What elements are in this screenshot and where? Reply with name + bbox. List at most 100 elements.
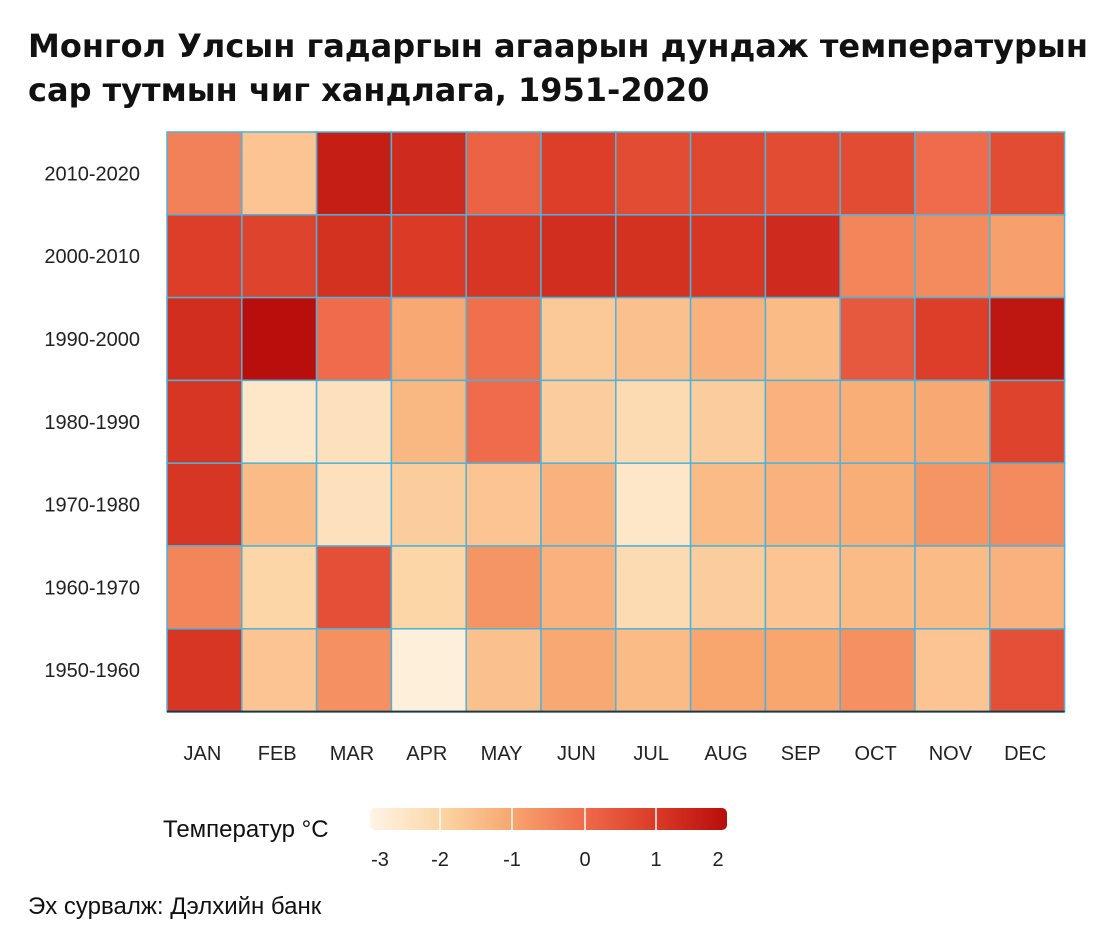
heatmap-cell [839, 628, 916, 713]
heatmap-cell [315, 628, 393, 713]
heatmap-cell [540, 545, 617, 630]
heatmap-cell [241, 545, 318, 630]
legend-tick-label: 1 [650, 849, 661, 871]
legend-tick-label: -3 [371, 849, 389, 871]
heatmap-cell [914, 379, 991, 464]
heatmap-cell [540, 462, 617, 547]
chart-title: Монгол Улсын гадаргын агаарын дундаж тем… [28, 24, 1098, 112]
y-tick-label: 1950-1960 [44, 660, 140, 682]
heatmap-cell [839, 545, 916, 630]
heatmap-cell [315, 296, 393, 382]
heatmap-cell [465, 379, 542, 464]
heatmap-cell [839, 131, 916, 216]
heatmap-cell [914, 545, 991, 630]
heatmap-cell [615, 545, 692, 630]
heatmap-cell [390, 628, 467, 713]
heatmap-cell [689, 379, 767, 464]
heatmap-cell [390, 462, 467, 547]
heatmap-cell [914, 628, 991, 713]
heatmap-cell [390, 379, 467, 464]
y-tick-label: 1990-2000 [44, 329, 140, 351]
heatmap-cell [615, 214, 692, 299]
heatmap-cell [689, 545, 767, 630]
color-legend: Температур °C -3 -2 -1 0 1 2 [163, 808, 727, 871]
x-tick-label: AUG [704, 743, 747, 765]
y-tick-label: 1960-1970 [44, 577, 140, 599]
heatmap-cell [390, 545, 467, 630]
heatmap-cells [166, 131, 1066, 713]
legend-tick-label: 0 [579, 849, 590, 871]
heatmap-cell [839, 379, 916, 464]
heatmap-cell [989, 628, 1066, 713]
heatmap-cell [241, 462, 318, 547]
heatmap-cell [989, 462, 1066, 547]
heatmap-cell [241, 131, 318, 216]
heatmap-cell [540, 296, 617, 382]
y-tick-label: 1970-1980 [44, 495, 140, 517]
x-tick-label: NOV [929, 743, 973, 765]
x-tick-label: SEP [781, 743, 821, 765]
x-tick-label: MAY [481, 743, 523, 765]
x-tick-label: MAR [330, 743, 374, 765]
heatmap-cell [166, 131, 243, 216]
legend-tick-label: -2 [431, 849, 449, 871]
heatmap-cell [989, 545, 1066, 630]
source-note: Эх сурвалж: Дэлхийн банк [28, 893, 322, 920]
heatmap-cell [465, 628, 542, 713]
x-tick-label: JUN [557, 743, 596, 765]
heatmap-cell [839, 462, 916, 547]
heatmap-cell [540, 131, 617, 216]
heatmap-cell [689, 628, 767, 713]
heatmap-cell [166, 379, 243, 464]
heatmap-cell [540, 628, 617, 713]
x-tick-label: APR [406, 743, 447, 765]
heatmap-cell [615, 131, 692, 216]
heatmap-cell [764, 214, 841, 299]
heatmap-cell [989, 214, 1066, 299]
heatmap-cell [989, 131, 1066, 216]
heatmap-cell [689, 131, 767, 216]
x-axis-labels: JAN FEB MAR APR MAY JUN JUL AUG SEP OCT NOV DEC [184, 743, 1047, 765]
legend-title: Температур °C [163, 816, 329, 843]
heatmap-cell [465, 462, 542, 547]
heatmap-cell [540, 214, 617, 299]
heatmap-cell [390, 214, 467, 299]
heatmap-cell [914, 462, 991, 547]
x-tick-label: OCT [854, 743, 896, 765]
y-tick-label: 1980-1990 [44, 412, 140, 434]
heatmap-cell [465, 131, 542, 216]
heatmap-cell [315, 379, 393, 464]
heatmap-cell [166, 628, 243, 713]
y-tick-label: 2000-2010 [44, 246, 140, 268]
heatmap-cell [989, 379, 1066, 464]
x-tick-label: FEB [258, 743, 297, 765]
heatmap-cell [241, 628, 318, 713]
heatmap-cell [764, 379, 841, 464]
heatmap-cell [914, 296, 991, 382]
heatmap-cell [241, 379, 318, 464]
y-axis-labels: 2010-2020 2000-2010 1990-2000 1980-1990 1970… [44, 163, 140, 682]
chart-title-line-1: Монгол Улсын гадаргын агаарын дундаж тем… [28, 27, 1088, 65]
heatmap-cell [764, 628, 841, 713]
heatmap-cell [764, 296, 841, 382]
heatmap-cell [615, 462, 692, 547]
x-tick-label: DEC [1004, 743, 1046, 765]
heatmap-cell [241, 296, 318, 382]
legend-tick-label: 2 [712, 849, 723, 871]
heatmap-cell [615, 628, 692, 713]
x-tick-label: JAN [184, 743, 222, 765]
legend-color-bar [370, 808, 727, 830]
heatmap-cell [166, 296, 243, 382]
legend-tick-label: -1 [503, 849, 521, 871]
x-tick-label: JUL [633, 743, 669, 765]
heatmap-cell [689, 296, 767, 382]
heatmap-cell [390, 296, 467, 382]
heatmap-cell [166, 545, 243, 630]
heatmap-cell [315, 462, 393, 547]
heatmap-cell [390, 131, 467, 216]
heatmap-cell [615, 296, 692, 382]
heatmap-cell [465, 296, 542, 382]
heatmap-cell [615, 379, 692, 464]
heatmap-cell [315, 545, 393, 630]
